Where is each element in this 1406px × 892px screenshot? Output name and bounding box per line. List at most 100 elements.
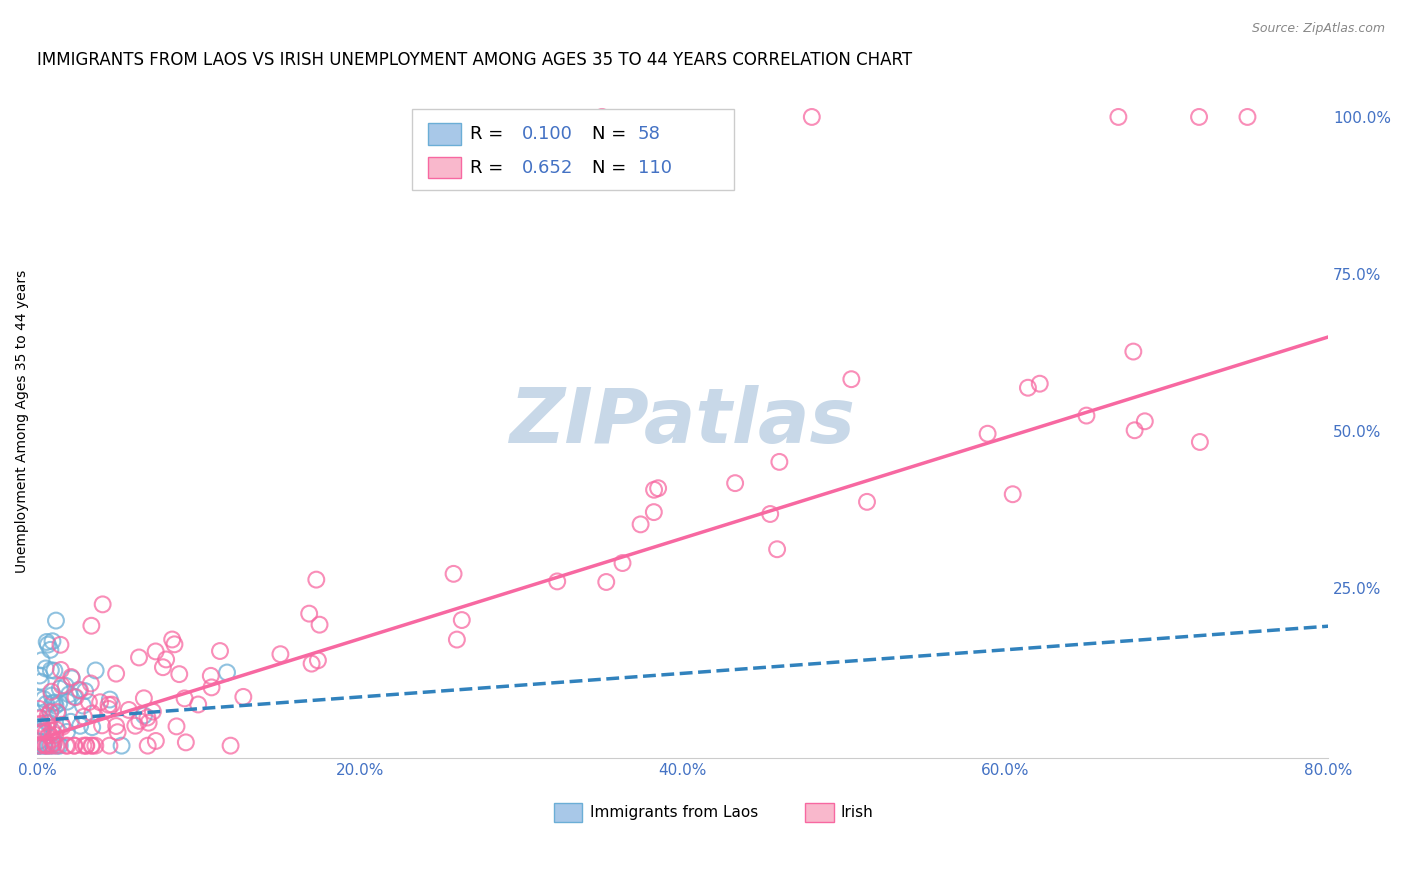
Point <box>55 679 77 693</box>
Point <box>443 566 465 581</box>
Text: 110: 110 <box>637 159 672 177</box>
Point <box>174 735 197 749</box>
Point <box>51 679 73 693</box>
Point <box>56 725 79 739</box>
FancyBboxPatch shape <box>412 109 734 190</box>
Point <box>56 695 79 709</box>
Point <box>136 710 159 724</box>
Point <box>136 739 159 753</box>
Text: R =: R = <box>470 125 509 143</box>
Point <box>39 663 62 677</box>
Text: Source: ZipAtlas.com: Source: ZipAtlas.com <box>1251 22 1385 36</box>
Point <box>142 705 165 719</box>
Point <box>124 719 146 733</box>
Point <box>110 739 132 753</box>
Point <box>45 739 67 753</box>
Text: ZIPatlas: ZIPatlas <box>510 384 856 458</box>
Point <box>31 725 53 739</box>
Point <box>28 702 51 716</box>
Point <box>48 696 70 710</box>
Point <box>65 690 87 705</box>
Point <box>215 665 238 680</box>
Point <box>200 669 222 683</box>
Point <box>208 644 231 658</box>
Point <box>45 723 67 737</box>
Point <box>232 690 254 704</box>
Text: IMMIGRANTS FROM LAOS VS IRISH UNEMPLOYMENT AMONG AGES 35 TO 44 YEARS CORRELATION: IMMIGRANTS FROM LAOS VS IRISH UNEMPLOYME… <box>38 51 912 69</box>
Point <box>768 455 790 469</box>
Point <box>49 638 72 652</box>
Point <box>298 607 321 621</box>
Text: 0.652: 0.652 <box>522 159 572 177</box>
Point <box>37 716 59 731</box>
Point <box>643 483 665 497</box>
Point <box>101 698 124 712</box>
Point <box>759 507 782 521</box>
Point <box>1107 110 1129 124</box>
Text: 0.100: 0.100 <box>522 125 572 143</box>
Point <box>38 728 60 742</box>
Point <box>138 715 160 730</box>
Point <box>841 372 863 386</box>
Point <box>58 687 80 701</box>
Point <box>1029 376 1052 391</box>
Point <box>1133 414 1156 428</box>
Point <box>69 683 91 698</box>
Point <box>118 703 141 717</box>
Point <box>80 619 103 633</box>
Point <box>44 696 66 710</box>
Point <box>97 698 120 712</box>
Point <box>37 739 59 753</box>
Point <box>1017 381 1039 395</box>
Text: N =: N = <box>592 125 633 143</box>
Point <box>28 711 51 725</box>
Point <box>1188 434 1211 449</box>
Point <box>42 736 65 750</box>
Point <box>56 739 79 753</box>
Point <box>1188 110 1211 124</box>
Point <box>35 635 58 649</box>
Point <box>63 739 86 753</box>
Point <box>450 613 472 627</box>
Point <box>91 718 114 732</box>
Point <box>1076 409 1098 423</box>
Point <box>1236 110 1258 124</box>
Point <box>37 638 59 652</box>
Point <box>105 666 128 681</box>
Point <box>173 691 195 706</box>
Point <box>98 739 121 753</box>
Point <box>546 574 568 589</box>
Point <box>75 739 97 753</box>
Point <box>39 705 62 719</box>
Point <box>69 719 91 733</box>
Point <box>77 695 100 709</box>
Point <box>60 670 83 684</box>
Point <box>75 739 97 753</box>
Point <box>82 706 104 721</box>
Point <box>39 705 62 719</box>
Point <box>30 674 52 689</box>
Point <box>31 726 53 740</box>
Point <box>38 739 60 753</box>
Point <box>155 652 177 666</box>
Point <box>82 720 104 734</box>
Point <box>30 716 52 731</box>
Point <box>595 574 617 589</box>
Point <box>35 725 58 739</box>
Point <box>160 632 183 647</box>
Point <box>32 739 55 753</box>
Point <box>28 739 51 753</box>
Point <box>166 719 188 733</box>
Point <box>132 708 155 723</box>
Point <box>80 676 103 690</box>
Text: R =: R = <box>470 159 509 177</box>
Point <box>163 637 186 651</box>
Point <box>976 426 998 441</box>
Point <box>41 723 63 738</box>
Point <box>84 739 107 753</box>
Point <box>48 681 70 696</box>
Point <box>41 684 63 698</box>
Point <box>28 668 51 682</box>
Point <box>307 653 329 667</box>
Point <box>49 739 72 753</box>
